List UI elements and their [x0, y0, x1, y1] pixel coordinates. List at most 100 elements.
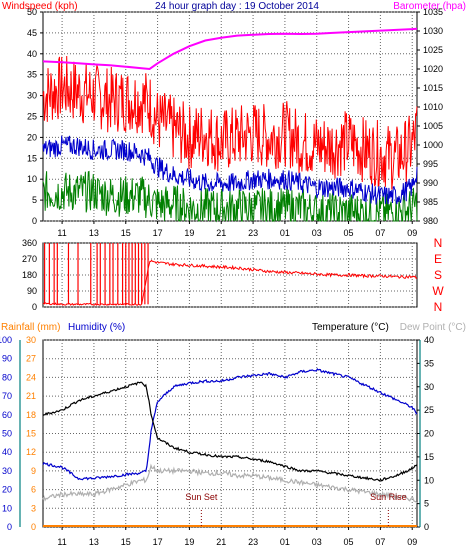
right-tick-label: 985: [423, 197, 438, 207]
series-humidity: [42, 368, 418, 481]
x-tick-label: 05: [344, 537, 354, 547]
wind-barometer-chart: 0510152025303540455098098599099510001005…: [2, 1, 466, 238]
humidity-tick-label: 80: [2, 372, 12, 382]
compass-label: W: [432, 284, 444, 298]
x-tick-label: 01: [280, 228, 290, 238]
compass-label: N: [434, 300, 443, 314]
right-tick-label: 990: [423, 178, 438, 188]
temperature-tick-label: 20: [424, 429, 434, 439]
direction-tick-label: 360: [22, 238, 37, 248]
chart-title: 24 hour graph day : 19 October 2014: [155, 1, 319, 12]
x-tick-label: 21: [216, 537, 226, 547]
left-tick-label: 10: [27, 174, 37, 184]
right-tick-label: 1030: [423, 26, 443, 36]
rainfall-legend: Rainfall (mm): [1, 322, 60, 333]
rain-tick-label: 9: [31, 466, 36, 476]
right-tick-label: 1020: [423, 64, 443, 74]
left-tick-label: 45: [27, 28, 37, 38]
left-tick-label: 15: [27, 153, 37, 163]
x-tick-label: 15: [121, 537, 131, 547]
rain-tick-label: 15: [26, 429, 36, 439]
right-axis-label: Barometer (hpa): [393, 1, 466, 12]
temperature-tick-label: 40: [424, 335, 434, 345]
humidity-tick-label: 50: [2, 429, 12, 439]
left-tick-label: 20: [27, 132, 37, 142]
x-tick-label: 23: [248, 228, 258, 238]
x-tick-label: 01: [280, 537, 290, 547]
rain-tick-label: 21: [26, 391, 36, 401]
x-tick-label: 19: [184, 228, 194, 238]
left-tick-label: 35: [27, 70, 37, 80]
humidity-tick-label: 90: [2, 354, 12, 364]
left-tick-label: 0: [32, 216, 37, 226]
x-tick-label: 11: [57, 228, 66, 238]
rain-tick-label: 24: [26, 372, 36, 382]
direction-tick-label: 0: [32, 302, 37, 312]
x-tick-label: 13: [89, 228, 99, 238]
right-tick-label: 1025: [423, 45, 443, 55]
sun-event-label: Sun Set: [185, 492, 218, 502]
left-tick-label: 50: [27, 7, 37, 17]
direction-tick-label: 180: [22, 270, 37, 280]
compass-label: E: [434, 252, 442, 266]
series-wind-direction: [42, 259, 418, 306]
temperature-humidity-chart: 11 13 15 17 19 21 23 01 03 05 07 090 010 320 630 940 125…: [0, 322, 466, 547]
x-tick-label: 23: [248, 537, 258, 547]
series-dew-point: [42, 463, 418, 504]
rain-tick-label: 30: [26, 335, 36, 345]
temperature-tick-label: 0: [424, 522, 429, 532]
rain-tick-label: 12: [26, 447, 36, 457]
series-barometer: [42, 27, 418, 71]
x-tick-label: 15: [121, 228, 131, 238]
right-tick-label: 980: [423, 216, 438, 226]
humidity-tick-label: 30: [2, 466, 12, 476]
humidity-tick-label: 20: [2, 485, 12, 495]
x-tick-label: 05: [344, 228, 354, 238]
rain-tick-label: 18: [26, 410, 36, 420]
x-tick-label: 17: [153, 537, 163, 547]
left-tick-label: 30: [27, 91, 37, 101]
rain-tick-label: 3: [31, 503, 36, 513]
humidity-legend: Humidity (%): [68, 322, 125, 333]
temperature-legend: Temperature (°C): [312, 322, 389, 333]
wind-direction-chart: 0 N 90 W 180 S 270 E 360 N: [22, 236, 444, 314]
humidity-tick-label: 70: [2, 391, 12, 401]
series-temperature: [42, 381, 418, 482]
compass-label: S: [434, 268, 442, 282]
rain-tick-label: 6: [31, 485, 36, 495]
x-tick-label: 07: [375, 537, 385, 547]
x-tick-label: 17: [153, 228, 163, 238]
temperature-tick-label: 15: [424, 452, 434, 462]
right-tick-label: 1005: [423, 121, 443, 131]
x-tick-label: 19: [184, 537, 194, 547]
sun-event-label: Sun Rise: [370, 492, 407, 502]
compass-label: N: [434, 236, 443, 250]
x-tick-label: 03: [312, 228, 322, 238]
temperature-tick-label: 5: [424, 499, 429, 509]
temperature-tick-label: 30: [424, 382, 434, 392]
left-tick-label: 5: [32, 195, 37, 205]
humidity-tick-label: 0: [7, 522, 12, 532]
left-tick-label: 40: [27, 49, 37, 59]
x-tick-label: 09: [407, 537, 417, 547]
x-tick-label: 07: [375, 228, 385, 238]
x-tick-label: 21: [216, 228, 226, 238]
x-tick-label: 13: [89, 537, 99, 547]
right-tick-label: 1000: [423, 140, 443, 150]
right-tick-label: 1015: [423, 83, 443, 93]
humidity-tick-label: 10: [2, 503, 12, 513]
right-tick-label: 1010: [423, 102, 443, 112]
rain-tick-label: 0: [31, 522, 36, 532]
x-tick-label: 11: [57, 537, 66, 547]
left-axis-label: Windspeed (kph): [2, 1, 78, 12]
rain-tick-label: 27: [26, 354, 36, 364]
direction-tick-label: 90: [27, 286, 37, 296]
temperature-tick-label: 35: [424, 358, 434, 368]
temperature-tick-label: 25: [424, 405, 434, 415]
temperature-tick-label: 10: [424, 475, 434, 485]
dew-point-legend: Dew Point (°C): [400, 322, 466, 333]
left-tick-label: 25: [27, 112, 37, 122]
right-tick-label: 995: [423, 159, 438, 169]
series-gust: [42, 55, 418, 190]
